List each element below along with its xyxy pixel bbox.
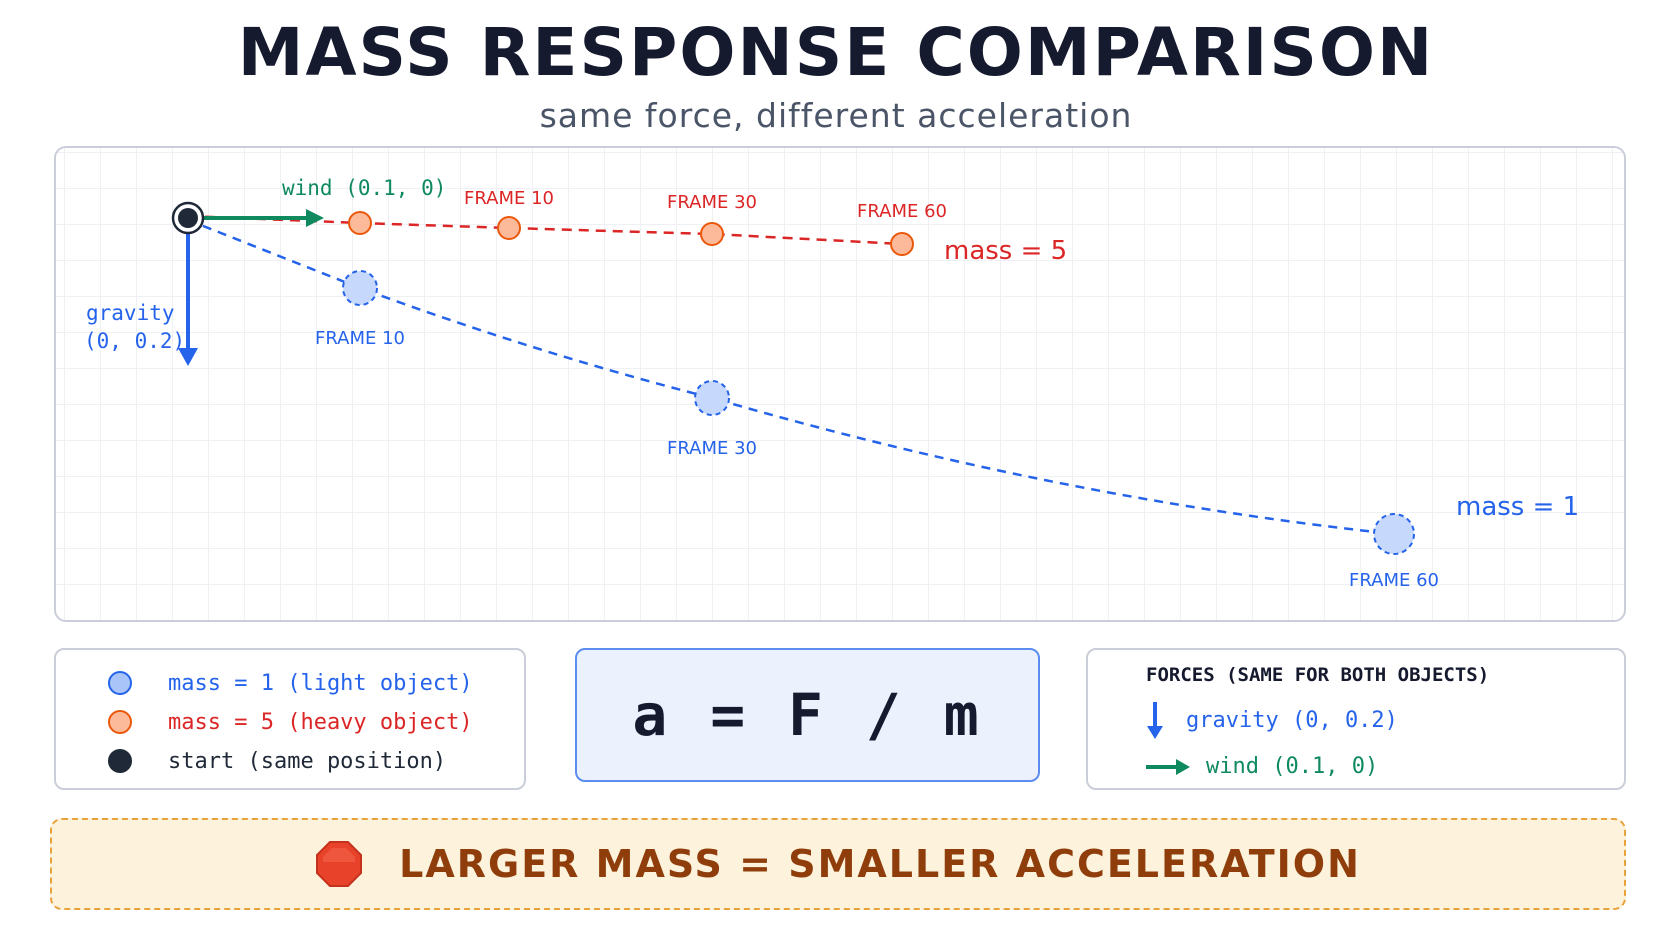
wind-arrow-icon xyxy=(1146,758,1190,775)
gravity-arrow-icon xyxy=(178,220,198,366)
gravity-arrow-icon xyxy=(1147,702,1163,739)
formula-box: a = F / m xyxy=(575,648,1040,782)
heavy-frame-label-10: FRAME 10 xyxy=(464,188,554,209)
heavy-frame-marker xyxy=(348,211,372,235)
legend-label-heavy: mass = 5 (heavy object) xyxy=(168,709,473,735)
legend-item-heavy: mass = 5 (heavy object) xyxy=(108,705,473,739)
light-frame-marker xyxy=(694,380,730,416)
light-mass-label: mass = 1 xyxy=(1456,492,1579,522)
heavy-frame-marker xyxy=(890,232,914,256)
start-point xyxy=(171,201,205,235)
light-frame-label-60: FRAME 60 xyxy=(1349,570,1439,591)
conclusion-banner: LARGER MASS = SMALLER ACCELERATION xyxy=(50,818,1626,910)
heavy-trajectory-line xyxy=(187,214,903,246)
legend-box: mass = 1 (light object) mass = 5 (heavy … xyxy=(54,648,526,790)
legend-label-light: mass = 1 (light object) xyxy=(168,670,473,696)
heavy-frame-marker xyxy=(497,216,521,240)
forces-gravity-label: gravity (0, 0.2) xyxy=(1186,707,1398,733)
wind-arrow-icon xyxy=(188,209,324,227)
stop-octagon-icon xyxy=(316,841,363,887)
light-object-icon xyxy=(108,671,132,695)
light-frame-label-10: FRAME 10 xyxy=(315,328,405,349)
wind-label: wind (0.1, 0) xyxy=(282,176,446,200)
conclusion-text: LARGER MASS = SMALLER ACCELERATION xyxy=(399,842,1361,886)
light-frame-label-30: FRAME 30 xyxy=(667,438,757,459)
light-frame-marker xyxy=(342,270,378,306)
trajectory-diagram: wind (0.1, 0) gravity (0, 0.2) FRAME 10 … xyxy=(54,146,1626,622)
forces-item-gravity: gravity (0, 0.2) xyxy=(1144,700,1398,740)
gravity-label-line1: gravity xyxy=(86,301,175,325)
trajectory-svg: wind (0.1, 0) gravity (0, 0.2) FRAME 10 … xyxy=(84,176,1579,591)
page-subtitle: same force, different acceleration xyxy=(539,96,1133,135)
legend-item-light: mass = 1 (light object) xyxy=(108,666,473,700)
forces-box: FORCES (SAME FOR BOTH OBJECTS) gravity (… xyxy=(1086,648,1626,790)
start-point-icon xyxy=(108,749,132,773)
heavy-frame-label-60: FRAME 60 xyxy=(857,201,947,222)
forces-wind-label: wind (0.1, 0) xyxy=(1206,754,1379,779)
page-title: MASS RESPONSE COMPARISON xyxy=(237,14,1435,91)
light-frame-marker xyxy=(1373,513,1415,555)
legend-label-start: start (same position) xyxy=(168,748,447,774)
light-trajectory-line xyxy=(187,218,1395,536)
legend-item-start: start (same position) xyxy=(108,744,447,778)
forces-heading: FORCES (SAME FOR BOTH OBJECTS) xyxy=(1146,664,1490,686)
heavy-object-icon xyxy=(108,710,132,734)
formula-text: a = F / m xyxy=(632,681,983,749)
gravity-label-line2: (0, 0.2) xyxy=(84,329,185,353)
heavy-frame-label-30: FRAME 30 xyxy=(667,192,757,213)
heavy-frame-marker xyxy=(700,222,724,246)
forces-item-wind: wind (0.1, 0) xyxy=(1144,754,1378,779)
heavy-mass-label: mass = 5 xyxy=(944,236,1067,266)
